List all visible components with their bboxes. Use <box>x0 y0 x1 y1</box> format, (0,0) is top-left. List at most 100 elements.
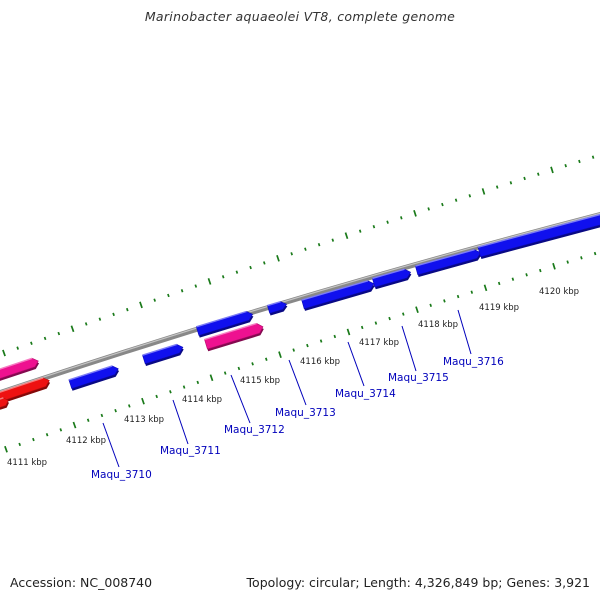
inner-tick <box>18 442 22 447</box>
kbp-label: 4119 kbp <box>479 303 519 313</box>
outer-tick <box>139 301 143 309</box>
inner-tick <box>443 299 446 303</box>
kbp-label-layer: 4111 kbp 4112 kbp 4113 kbp 4114 kbp 4115 kbp… <box>7 287 579 468</box>
inner-tick <box>4 445 8 453</box>
outer-tick <box>126 307 129 312</box>
outer-tick <box>564 163 567 168</box>
inner-tick <box>237 366 241 371</box>
inner-tick <box>539 268 542 273</box>
feature-next <box>477 214 600 258</box>
inner-tick <box>169 390 172 394</box>
outer-tick <box>57 331 61 336</box>
gene-label-leader <box>401 325 417 372</box>
gene-label-leader <box>172 399 189 445</box>
inner-tick <box>456 294 460 299</box>
genes-value: 3,921 <box>554 575 590 590</box>
outer-tick <box>386 220 389 224</box>
inner-tick <box>511 277 515 281</box>
length-value: 4,326,849 bp <box>414 575 499 590</box>
feature-red-edge-highlight <box>0 397 4 400</box>
outer-tick <box>537 172 540 176</box>
feature-next-highlight <box>477 213 600 248</box>
inner-tick <box>415 306 419 314</box>
inner-tick <box>333 334 337 339</box>
outer-tick <box>180 289 184 293</box>
outer-tick <box>16 346 20 350</box>
inner-tick <box>346 328 351 336</box>
outer-tick <box>509 181 513 185</box>
genes-label: Genes: <box>506 575 551 590</box>
outer-tick <box>167 293 170 298</box>
inner-tick <box>209 374 214 382</box>
inner-tick <box>100 413 104 418</box>
gene-label-leader <box>102 422 120 468</box>
inner-tick <box>552 262 556 270</box>
outer-tick <box>495 185 499 189</box>
inner-tick <box>470 290 474 294</box>
kbp-label: 4118 kbp <box>418 320 458 330</box>
inner-tick <box>265 357 268 361</box>
feature-track <box>0 213 600 410</box>
outer-tick <box>207 278 212 285</box>
outer-tick <box>591 155 595 159</box>
outer-tick <box>84 322 88 326</box>
inner-tick <box>196 380 200 385</box>
inner-tick <box>45 432 49 437</box>
feature-maqu3716-highlight <box>415 249 475 267</box>
outer-tick <box>358 229 362 233</box>
gene-label: Maqu_3714 <box>335 388 396 400</box>
inner-tick <box>182 385 186 389</box>
outer-tick <box>43 336 47 341</box>
outer-tick <box>276 254 280 262</box>
inner-tick <box>128 404 131 408</box>
inner-tick <box>141 397 145 405</box>
outer-tick <box>249 265 252 270</box>
accession-info: Accession: NC_008740 <box>10 575 152 590</box>
gene-label-leader <box>457 309 472 355</box>
outer-tick <box>235 270 239 274</box>
outer-tick <box>304 247 307 251</box>
inner-tick <box>86 418 90 422</box>
feature-maqu3714-highlight <box>301 280 369 301</box>
inner-tick <box>292 348 295 352</box>
inner-tick <box>251 362 254 366</box>
outer-tick <box>454 198 458 202</box>
outer-tick <box>344 232 349 239</box>
gene-label: Maqu_3716 <box>443 356 504 368</box>
outer-tick <box>2 349 6 357</box>
outer-tick <box>30 341 33 345</box>
topology-label: Topology: <box>246 575 306 590</box>
inner-tick <box>360 325 364 330</box>
outer-tick <box>427 207 430 211</box>
feature-maqu3715-highlight <box>372 268 405 280</box>
gene-label: Maqu_3710 <box>91 469 152 481</box>
gene-label-leader <box>230 374 251 424</box>
feature-maqu3712-highlight <box>204 322 257 341</box>
outer-tick <box>441 202 444 207</box>
backbone-highlight <box>0 212 600 393</box>
kbp-label: 4115 kbp <box>240 376 280 386</box>
gene-label-leader <box>288 359 307 406</box>
inner-tick <box>580 256 583 260</box>
inner-tick <box>388 316 391 321</box>
outer-tick <box>112 312 115 317</box>
outer-tick <box>221 275 225 279</box>
gene-label: Maqu_3711 <box>160 445 221 457</box>
inner-tick <box>402 312 405 316</box>
accession-value: NC_008740 <box>80 575 153 590</box>
outer-tick <box>70 325 75 333</box>
inner-tick <box>155 394 158 399</box>
outer-tick <box>263 261 266 265</box>
feature-pink-left-highlight <box>0 357 33 370</box>
topology-value: circular <box>309 575 356 590</box>
kbp-label: 4120 kbp <box>539 287 579 297</box>
outer-tick <box>331 238 335 242</box>
gene-label-leader <box>347 341 365 387</box>
inner-tick <box>59 428 63 432</box>
outer-tick <box>578 159 581 164</box>
kbp-label: 4114 kbp <box>182 395 222 405</box>
outer-tick <box>153 298 156 302</box>
outer-tick <box>413 209 417 217</box>
